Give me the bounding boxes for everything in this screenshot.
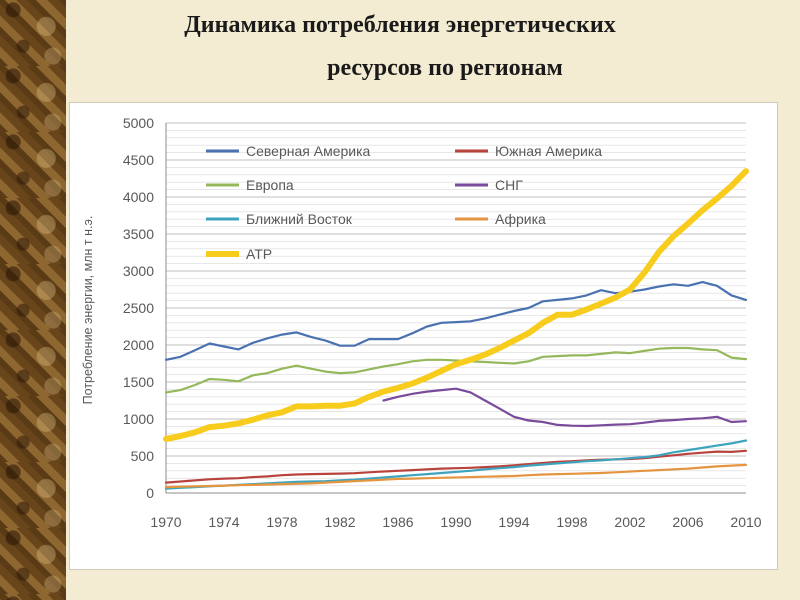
legend-entry: Южная Америка <box>495 143 602 159</box>
series-line <box>164 281 748 361</box>
legend-entry: Европа <box>246 177 294 193</box>
legend-entry: АТР <box>246 246 272 262</box>
y-axis-label: Потребление энергии, млн т н.э. <box>81 216 95 405</box>
x-tick-label: 1998 <box>556 514 587 530</box>
legend-entry: Северная Америка <box>246 143 371 159</box>
legend-entry: СНГ <box>495 177 523 193</box>
legend-entry: Ближний Восток <box>246 211 353 227</box>
series-line <box>164 463 748 489</box>
y-tick-label: 4000 <box>123 189 154 205</box>
y-tick-label: 4500 <box>123 152 154 168</box>
y-tick-label: 1000 <box>123 411 154 427</box>
slide-title-line1: Динамика потребления энергетических <box>184 12 616 38</box>
axes: 0 500 1000 1500 2000 2500 3000 3500 4000 4500 5000… <box>123 115 762 530</box>
y-tick-label: 2500 <box>123 300 154 316</box>
x-tick-label: 1982 <box>324 514 355 530</box>
series-line <box>164 346 748 394</box>
grid <box>166 122 746 494</box>
series-line <box>382 387 748 428</box>
line-chart: 0 500 1000 1500 2000 2500 3000 3500 4000 4500 5000… <box>81 115 762 530</box>
x-tick-label: 2010 <box>730 514 761 530</box>
x-tick-label: 2002 <box>614 514 645 530</box>
series-line <box>164 449 748 484</box>
x-tick-label: 1970 <box>150 514 181 530</box>
x-tick-label: 2006 <box>672 514 703 530</box>
series-line <box>163 168 749 442</box>
y-tick-label: 3500 <box>123 226 154 242</box>
legend-entry: Африка <box>495 211 546 227</box>
x-tick-label: 1974 <box>208 514 239 530</box>
series-line <box>164 439 748 490</box>
x-tick-label: 1994 <box>498 514 529 530</box>
y-tick-label: 5000 <box>123 115 154 131</box>
decorative-side-strip <box>0 0 66 600</box>
y-tick-label: 2000 <box>123 337 154 353</box>
y-tick-label: 0 <box>146 485 154 501</box>
legend: Северная Америка Южная Америка Европа СНГ Бл… <box>206 143 602 262</box>
series-lines <box>163 168 749 490</box>
y-tick-label: 3000 <box>123 263 154 279</box>
x-tick-label: 1990 <box>440 514 471 530</box>
chart-panel: 0 500 1000 1500 2000 2500 3000 3500 4000 4500 5000… <box>69 102 778 570</box>
slide-title-line2: ресурсов по регионам <box>327 55 563 81</box>
x-tick-label: 1986 <box>382 514 413 530</box>
y-tick-label: 500 <box>131 448 155 464</box>
x-tick-label: 1978 <box>266 514 297 530</box>
y-tick-label: 1500 <box>123 374 154 390</box>
